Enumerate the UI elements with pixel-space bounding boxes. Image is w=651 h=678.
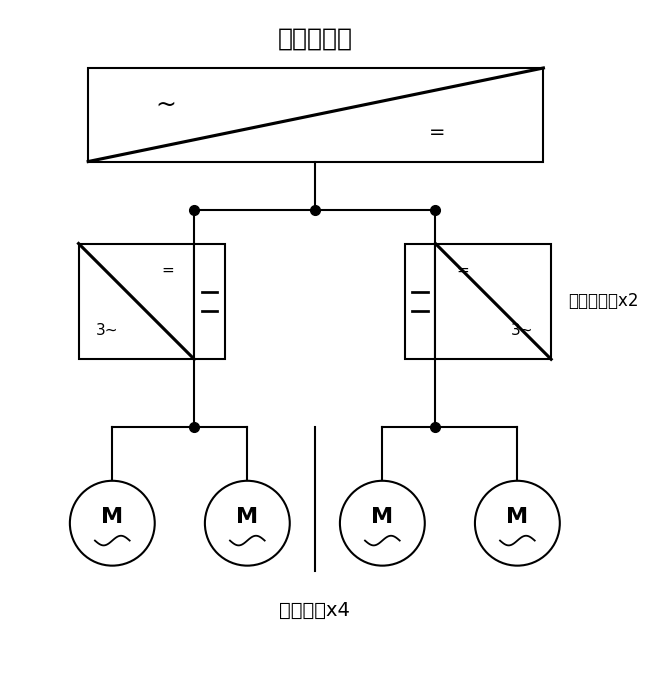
Text: 牃引电机x4: 牃引电机x4 xyxy=(279,601,350,620)
Circle shape xyxy=(475,481,560,565)
Text: 四象限输入: 四象限输入 xyxy=(277,27,352,51)
Text: ~: ~ xyxy=(155,93,176,117)
Text: 电机变流器x2: 电机变流器x2 xyxy=(568,292,639,311)
Circle shape xyxy=(70,481,155,565)
Text: =: = xyxy=(429,123,445,142)
Text: =: = xyxy=(456,263,469,278)
Text: =: = xyxy=(161,263,174,278)
Text: M: M xyxy=(236,507,258,527)
Text: M: M xyxy=(102,507,123,527)
Text: 3~: 3~ xyxy=(96,323,118,338)
Text: M: M xyxy=(506,507,529,527)
Bar xyxy=(88,68,544,161)
Bar xyxy=(194,243,225,359)
Bar xyxy=(436,243,551,359)
Text: 3~: 3~ xyxy=(511,323,533,338)
Text: M: M xyxy=(371,507,393,527)
Circle shape xyxy=(340,481,425,565)
Circle shape xyxy=(205,481,290,565)
Bar xyxy=(404,243,436,359)
Bar xyxy=(79,243,194,359)
